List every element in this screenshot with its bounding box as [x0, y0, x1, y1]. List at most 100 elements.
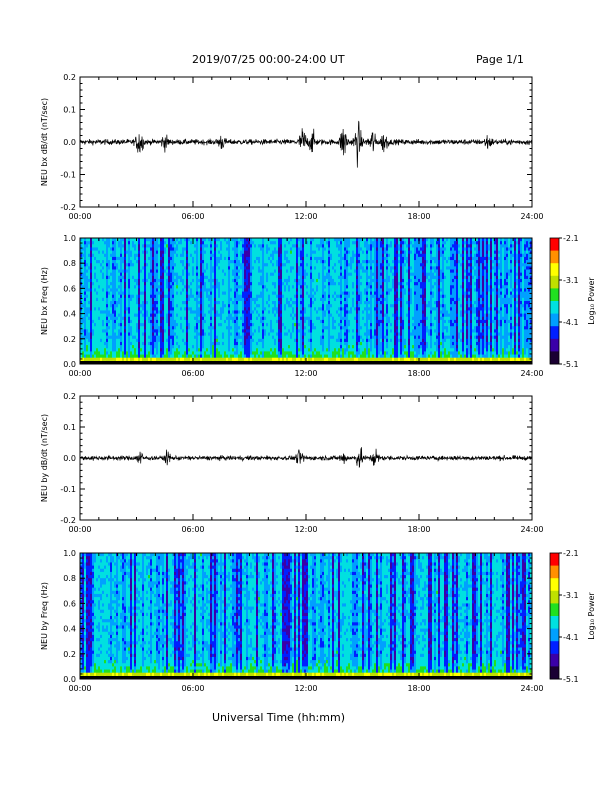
spectrogram-cell: [110, 301, 113, 305]
spectrogram-cell: [84, 329, 87, 333]
spectrogram-cell: [130, 244, 133, 248]
spectrogram-cell: [88, 323, 91, 327]
spectrogram-cell: [94, 260, 97, 264]
spectrogram-cell: [132, 323, 135, 327]
spectrogram-cell: [80, 244, 83, 248]
spectrogram-cell: [112, 304, 115, 308]
spectrogram-cell: [130, 250, 133, 255]
spectrogram-cell: [102, 247, 105, 251]
spectrogram-cell: [114, 294, 117, 299]
spectrogram-cell: [86, 269, 89, 274]
spectrogram-cell: [124, 263, 127, 267]
spectrogram-cell: [94, 338, 97, 343]
spectrogram-cell: [100, 335, 103, 340]
spectrogram-cell: [100, 319, 103, 324]
series-line: [79, 120, 533, 168]
spectrogram-cell: [124, 329, 127, 333]
spectrogram-cell: [122, 275, 125, 280]
spectrogram-cell: [108, 351, 111, 355]
spectrogram-cell: [82, 269, 85, 274]
spectrogram-cell: [102, 291, 105, 296]
spectrogram-cell: [102, 332, 105, 337]
spectrogram-cell: [120, 260, 123, 264]
spectrogram-cell: [112, 272, 115, 277]
spectrogram-cell: [118, 288, 121, 292]
spectrogram-cell: [134, 345, 137, 349]
spectrogram-cell: [128, 357, 131, 362]
spectrogram-cell: [84, 319, 87, 324]
spectrogram-cell: [130, 301, 133, 305]
spectrogram-cell: [132, 238, 135, 242]
spectrogram-cell: [82, 272, 85, 277]
spectrogram-cell: [102, 301, 105, 305]
spectrogram-cell: [106, 335, 109, 340]
spectrogram-cell: [108, 269, 111, 274]
spectrogram-cell: [84, 291, 87, 296]
spectrogram-cell: [90, 307, 93, 311]
spectrogram-cell: [134, 285, 137, 289]
spectrogram-cell: [122, 338, 125, 343]
spectrogram-cell: [132, 319, 135, 324]
spectrogram-cell: [88, 244, 91, 248]
spectrogram-cell: [114, 297, 117, 302]
spectrogram-cell: [80, 282, 83, 286]
spectrogram-cell: [118, 263, 121, 267]
spectrogram: [80, 238, 533, 365]
spectrogram-cell: [84, 354, 87, 359]
spectrogram-cell: [84, 316, 87, 321]
spectrogram-cell: [132, 241, 135, 245]
x-tick-label: 00:00: [68, 212, 91, 221]
spectrogram-cell: [96, 272, 99, 277]
spectrogram-cell: [124, 313, 127, 318]
spectrogram-cell: [128, 351, 131, 355]
spectrogram-cell: [96, 244, 99, 248]
spectrogram-cell: [126, 256, 129, 261]
spectrogram-cell: [96, 285, 99, 289]
spectrogram-cell: [118, 326, 121, 330]
spectrogram-cell: [124, 266, 127, 270]
spectrogram-cell: [92, 351, 95, 355]
spectrogram-cell: [120, 341, 123, 346]
spectrogram-cell: [120, 348, 123, 352]
spectrogram-cell: [136, 253, 139, 258]
spectrogram-cell: [114, 253, 117, 258]
spectrogram-cell: [116, 357, 119, 362]
spectrogram-cell: [96, 332, 99, 337]
spectrogram-cell: [84, 282, 87, 286]
spectrogram-cell: [98, 319, 101, 324]
spectrogram-cell: [110, 319, 113, 324]
spectrogram-cell: [116, 288, 119, 292]
spectrogram-cell: [132, 345, 135, 349]
spectrogram-cell: [112, 288, 115, 292]
spectrogram-cell: [124, 238, 127, 242]
spectrogram-cell: [118, 332, 121, 337]
spectrogram-cell: [110, 348, 113, 352]
spectrogram-cell: [106, 357, 109, 362]
spectrogram-cell: [110, 310, 113, 314]
spectrogram-cell: [90, 354, 93, 359]
spectrogram-cell: [130, 247, 133, 251]
spectrogram-cell: [92, 244, 95, 248]
spectrogram-cell: [118, 307, 121, 311]
spectrogram-cell: [130, 288, 133, 292]
spectrogram-cell: [124, 269, 127, 274]
spectrogram-cell: [118, 338, 121, 343]
spectrogram-cell: [80, 313, 83, 318]
spectrogram-cell: [102, 351, 105, 355]
spectrogram-cell: [110, 294, 113, 299]
spectrogram-cell: [112, 241, 115, 245]
spectrogram-cell: [96, 260, 99, 264]
spectrogram-cell: [124, 307, 127, 311]
spectrogram-cell: [96, 288, 99, 292]
spectrogram-cell: [98, 244, 101, 248]
spectrogram-cell: [126, 272, 129, 277]
spectrogram-cell: [100, 266, 103, 270]
spectrogram-cell: [100, 351, 103, 355]
spectrogram-cell: [82, 288, 85, 292]
spectrogram-cell: [114, 256, 117, 261]
spectrogram-cell: [98, 348, 101, 352]
spectrogram-cell: [110, 316, 113, 321]
spectrogram-cell: [90, 348, 93, 352]
spectrogram-cell: [86, 294, 89, 299]
spectrogram-cell: [108, 310, 111, 314]
